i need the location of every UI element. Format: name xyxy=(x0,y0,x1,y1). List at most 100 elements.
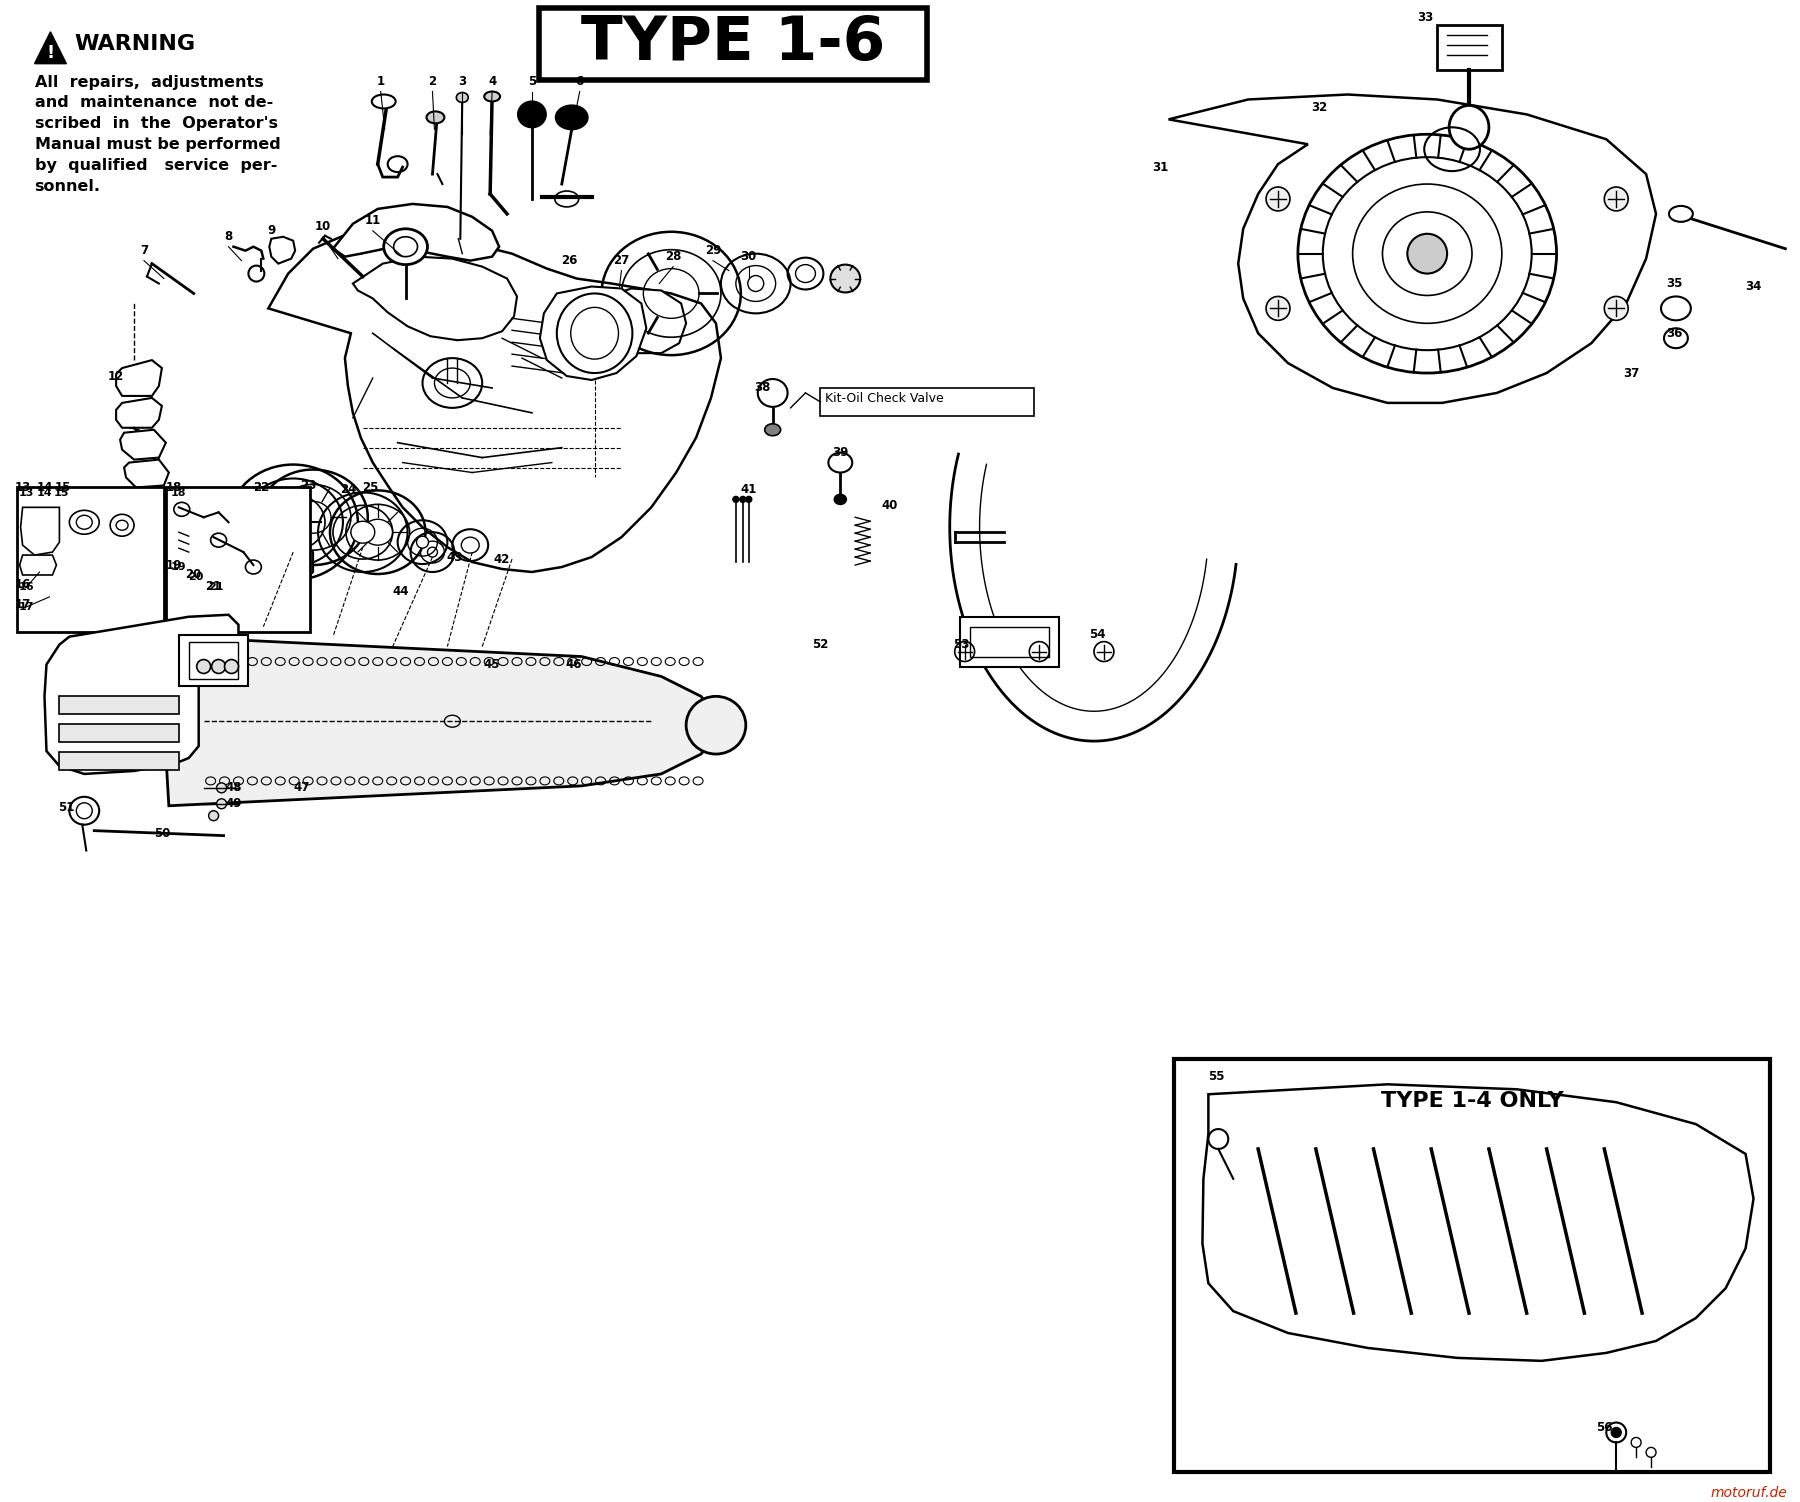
Polygon shape xyxy=(124,460,169,488)
Ellipse shape xyxy=(196,659,211,673)
Text: 18: 18 xyxy=(171,488,187,499)
Text: 6: 6 xyxy=(576,75,583,89)
Ellipse shape xyxy=(484,92,500,102)
Ellipse shape xyxy=(383,228,427,264)
Text: 16: 16 xyxy=(18,581,34,592)
Text: 44: 44 xyxy=(392,586,409,598)
Ellipse shape xyxy=(733,496,738,502)
Text: 28: 28 xyxy=(664,251,682,263)
Bar xyxy=(59,697,178,715)
Ellipse shape xyxy=(745,496,752,502)
Text: 45: 45 xyxy=(484,658,500,671)
Ellipse shape xyxy=(373,95,396,108)
Bar xyxy=(16,488,164,632)
Polygon shape xyxy=(117,398,162,428)
Text: 18: 18 xyxy=(166,481,182,494)
Ellipse shape xyxy=(758,379,788,407)
Bar xyxy=(59,753,178,771)
Text: 49: 49 xyxy=(225,798,241,810)
Polygon shape xyxy=(121,430,166,460)
Ellipse shape xyxy=(1604,188,1629,210)
Polygon shape xyxy=(333,204,499,261)
Polygon shape xyxy=(20,556,56,575)
Ellipse shape xyxy=(765,424,781,436)
Ellipse shape xyxy=(216,799,227,808)
Text: 36: 36 xyxy=(1665,327,1683,339)
Polygon shape xyxy=(20,508,59,556)
Text: 52: 52 xyxy=(812,638,828,652)
Polygon shape xyxy=(34,32,67,63)
Polygon shape xyxy=(353,257,517,341)
Text: 21: 21 xyxy=(207,581,223,592)
Text: 37: 37 xyxy=(1624,366,1640,380)
Text: 2: 2 xyxy=(428,75,437,89)
Text: 5: 5 xyxy=(527,75,536,89)
Text: 29: 29 xyxy=(706,245,722,257)
Text: 20: 20 xyxy=(185,568,202,581)
Polygon shape xyxy=(1168,95,1656,403)
Text: 20: 20 xyxy=(187,572,203,581)
Text: 30: 30 xyxy=(740,251,758,263)
Text: 41: 41 xyxy=(740,484,758,496)
Text: sonnel.: sonnel. xyxy=(34,179,101,194)
Text: scribed  in  the  Operator's: scribed in the Operator's xyxy=(34,116,277,131)
Bar xyxy=(166,488,310,632)
Text: 9: 9 xyxy=(266,224,275,237)
Text: !: ! xyxy=(47,45,54,63)
Text: 55: 55 xyxy=(1208,1069,1224,1083)
Text: 16: 16 xyxy=(14,578,31,592)
Text: 33: 33 xyxy=(1417,12,1433,24)
Ellipse shape xyxy=(209,811,218,820)
Ellipse shape xyxy=(212,659,225,673)
Ellipse shape xyxy=(427,111,445,123)
Bar xyxy=(178,635,248,686)
Text: 11: 11 xyxy=(365,215,382,227)
Text: 38: 38 xyxy=(754,382,770,395)
Polygon shape xyxy=(540,287,646,380)
Text: 35: 35 xyxy=(1665,276,1683,290)
Text: 8: 8 xyxy=(225,230,232,243)
Text: 7: 7 xyxy=(140,245,148,257)
Text: 14: 14 xyxy=(36,481,52,494)
Polygon shape xyxy=(601,288,686,353)
Text: 17: 17 xyxy=(18,602,34,611)
Ellipse shape xyxy=(518,102,545,128)
Text: All  repairs,  adjustments: All repairs, adjustments xyxy=(34,75,263,90)
Bar xyxy=(189,641,238,679)
Polygon shape xyxy=(117,360,162,397)
Text: 19: 19 xyxy=(171,562,187,572)
Ellipse shape xyxy=(740,496,745,502)
Ellipse shape xyxy=(1408,234,1447,273)
Bar xyxy=(538,8,927,80)
Polygon shape xyxy=(164,637,716,805)
Bar xyxy=(959,617,1058,667)
Text: 4: 4 xyxy=(488,75,497,89)
Bar xyxy=(821,388,1035,416)
Text: 43: 43 xyxy=(446,551,463,563)
Text: 12: 12 xyxy=(108,369,124,383)
Ellipse shape xyxy=(225,659,238,673)
Text: 21: 21 xyxy=(205,580,221,593)
Bar xyxy=(970,626,1049,656)
Ellipse shape xyxy=(351,521,374,544)
Ellipse shape xyxy=(556,105,587,129)
Ellipse shape xyxy=(1669,206,1692,222)
Bar xyxy=(1436,26,1501,69)
Ellipse shape xyxy=(1449,105,1489,149)
Ellipse shape xyxy=(835,494,846,505)
Text: and  maintenance  not de-: and maintenance not de- xyxy=(34,96,274,111)
Text: 42: 42 xyxy=(493,553,509,566)
Text: 14: 14 xyxy=(36,488,52,499)
Ellipse shape xyxy=(686,697,745,754)
Text: 24: 24 xyxy=(340,484,356,496)
Text: 27: 27 xyxy=(614,254,630,267)
Text: 23: 23 xyxy=(301,479,317,493)
Text: 10: 10 xyxy=(315,221,331,233)
Text: 19: 19 xyxy=(166,559,182,572)
Text: 48: 48 xyxy=(225,781,241,795)
Ellipse shape xyxy=(416,536,428,548)
Text: 13: 13 xyxy=(18,488,34,499)
Bar xyxy=(59,724,178,742)
Polygon shape xyxy=(270,237,295,264)
Text: 34: 34 xyxy=(1746,279,1762,293)
